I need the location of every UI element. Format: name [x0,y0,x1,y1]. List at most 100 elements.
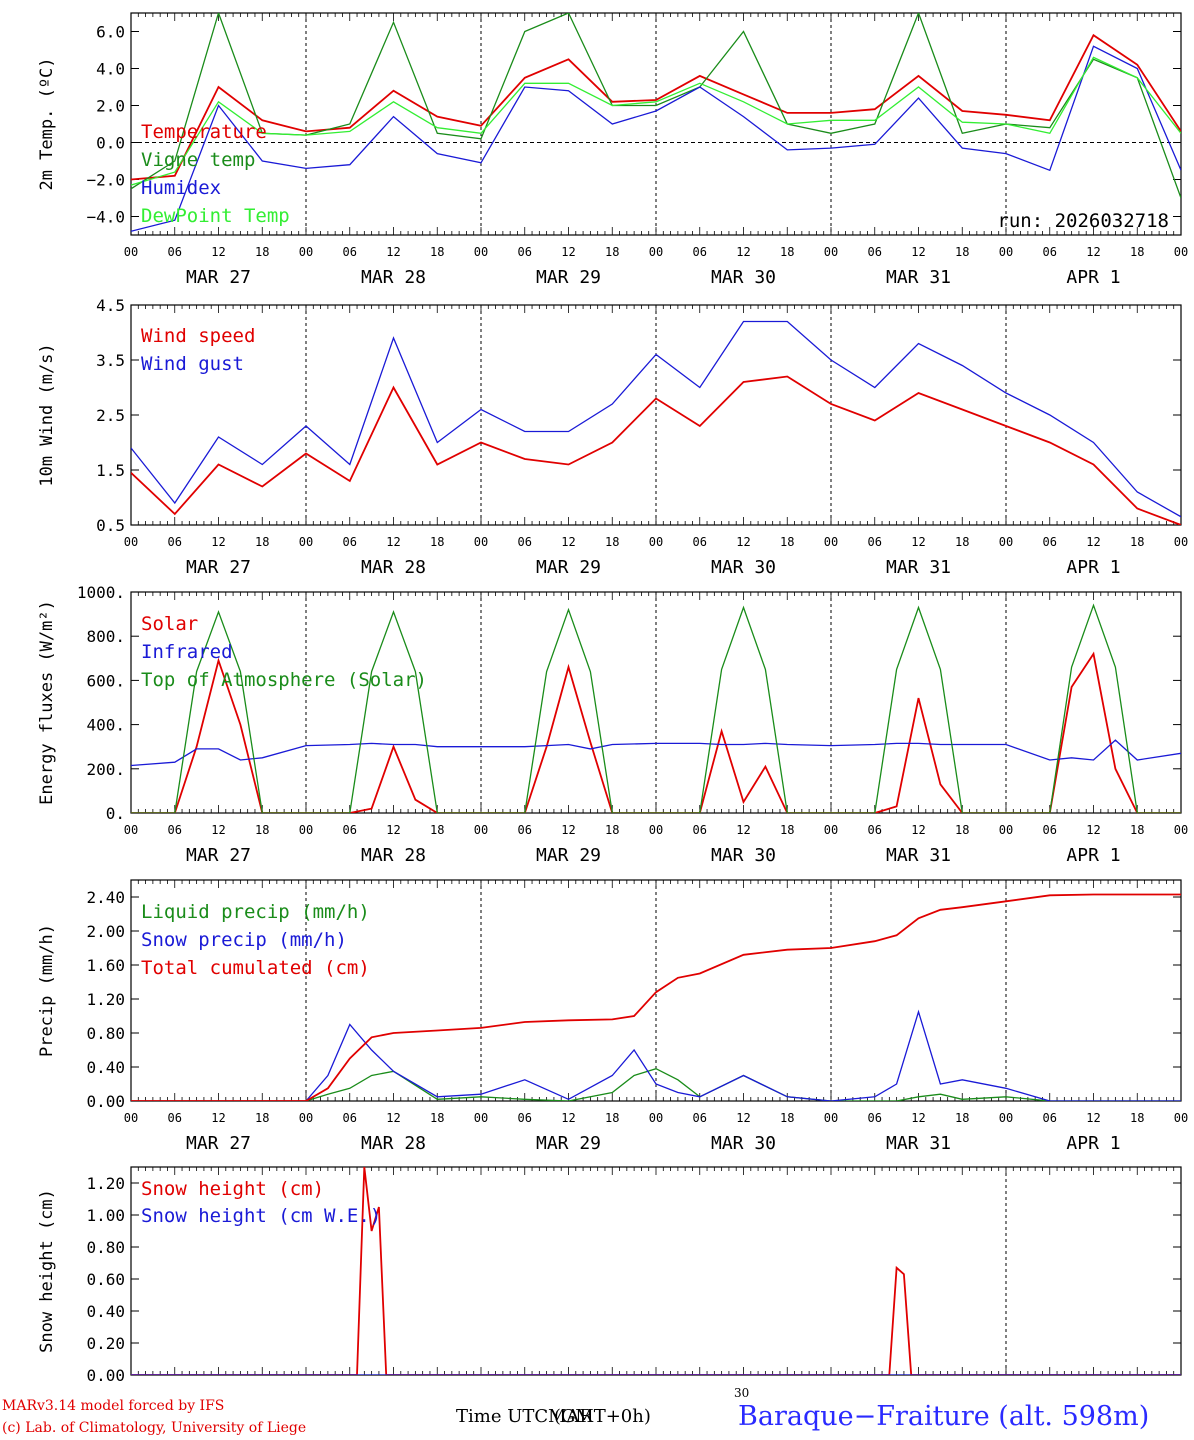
hour-tick-label: 00 [1174,1111,1188,1125]
hour-tick-label: 12 [561,245,575,259]
day-label: MAR 28 [361,845,426,866]
hour-tick-label: 06 [168,535,182,549]
hour-tick-label: 18 [430,1111,444,1125]
legend-entry: Infrared [141,641,233,663]
y-tick-label: 200. [86,760,125,779]
hour-tick-label: 00 [124,245,138,259]
y-tick-label: 1.5 [96,461,125,480]
hour-tick-label: 06 [343,535,357,549]
legend-entry: Temperature [141,121,267,143]
y-tick-label: 0.40 [86,1302,125,1321]
hour-tick-label: 12 [561,535,575,549]
y-tick-label: 4.5 [96,296,125,315]
hour-tick-label: 06 [868,1111,882,1125]
day-label: MAR 30 [711,845,776,866]
legend-entry: Snow precip (mm/h) [141,929,347,951]
day-label: MAR 29 [536,557,601,578]
hour-tick-label: 12 [211,1111,225,1125]
series-snow-precip-mm-h- [131,1009,1181,1101]
hour-tick-label: 06 [168,245,182,259]
day-label: MAR 27 [186,557,251,578]
hour-tick-label: 00 [474,823,488,837]
hour-tick-label: 18 [255,535,269,549]
hour-tick-label: 18 [255,245,269,259]
overlap-text: MAR [548,1406,593,1427]
hour-tick-label: 18 [255,1111,269,1125]
series-infrared [131,739,1181,767]
y-tick-label: 4.0 [96,60,125,79]
hour-tick-label: 00 [124,823,138,837]
y-tick-label: 0.5 [96,516,125,535]
series-humidex [131,45,1181,232]
day-label: MAR 27 [186,267,251,288]
series-total-cumulated-cm- [131,893,1181,1101]
hour-tick-label: 06 [168,823,182,837]
hour-tick-label: 06 [1043,245,1057,259]
hour-tick-label: 18 [955,245,969,259]
day-label: MAR 30 [711,1133,776,1154]
time-axis-label: Time UTC (GMT+0h) MAR [456,1406,651,1427]
hour-tick-label: 06 [343,1111,357,1125]
day-label: MAR 30 [711,557,776,578]
hour-tick-label: 06 [693,823,707,837]
hour-tick-label: 00 [299,823,313,837]
legend-entry: Solar [141,613,198,635]
hour-tick-label: 00 [649,535,663,549]
hour-tick-label: 18 [780,823,794,837]
y-tick-label: 0. [106,804,125,823]
y-tick-label: 0.20 [86,1334,125,1353]
hour-tick-label: 12 [211,823,225,837]
y-tick-label: 0.0 [96,134,125,153]
hour-tick-label: 18 [1130,823,1144,837]
hour-tick-label: 06 [868,823,882,837]
day-label: MAR 31 [886,557,951,578]
panel-4: 00 06 12 18 00 06 12 18 00 06 12 18 00 06 12 18 00 06 12 18… [37,879,1188,1154]
hour-tick-label: 12 [1086,1111,1100,1125]
day-label: MAR 28 [361,1133,426,1154]
y-tick-label: −4.0 [86,208,125,227]
legend-entry: Liquid precip (mm/h) [141,901,370,923]
hour-tick-label: 00 [124,535,138,549]
hour-tick-label: 18 [780,245,794,259]
station-name: Baraque−Fraiture (alt. 598m) [738,1401,1150,1432]
legend-entry: DewPoint Temp [141,205,290,227]
hour-tick-label: 00 [824,535,838,549]
y-tick-label: 6.0 [96,23,125,42]
hour-tick-label: 18 [1130,1111,1144,1125]
hour-tick-label: 12 [911,1111,925,1125]
day-label: MAR 31 [886,845,951,866]
hour-tick-label: 12 [211,245,225,259]
hour-tick-label: 00 [1174,245,1188,259]
day-label: MAR 30 [711,267,776,288]
day-label: APR 1 [1066,1133,1120,1154]
hour-tick-label: 00 [649,1111,663,1125]
overlap-number: 30 [734,1386,750,1400]
hour-tick-label: 18 [605,1111,619,1125]
y-tick-label: 2.5 [96,406,125,425]
hour-tick-label: 18 [955,535,969,549]
panel-5: 1.20 1.00 0.80 0.60 0.40 0.20 0.00 Snow height … [37,1166,1182,1385]
hour-tick-label: 18 [430,245,444,259]
y-tick-label: 1.20 [86,1174,125,1193]
day-label: MAR 29 [536,1133,601,1154]
hour-tick-label: 12 [1086,535,1100,549]
day-label: APR 1 [1066,557,1120,578]
hour-tick-label: 00 [299,245,313,259]
hour-tick-label: 12 [911,823,925,837]
hour-tick-label: 06 [518,823,532,837]
hour-tick-label: 18 [605,823,619,837]
hour-tick-label: 18 [780,1111,794,1125]
hour-tick-label: 00 [999,245,1013,259]
y-axis-title: Snow height (cm) [37,1189,57,1353]
y-tick-label: 3.5 [96,351,125,370]
day-label: MAR 27 [186,845,251,866]
hour-tick-label: 12 [561,1111,575,1125]
hour-tick-label: 06 [518,535,532,549]
day-label: APR 1 [1066,845,1120,866]
hour-tick-label: 18 [780,535,794,549]
legend-entry: Top of Atmosphere (Solar) [141,669,427,691]
time-axis-text: Time UTC (GMT+0h) [456,1406,651,1427]
hour-tick-label: 00 [649,245,663,259]
day-label: MAR 31 [886,267,951,288]
hour-tick-label: 12 [736,823,750,837]
